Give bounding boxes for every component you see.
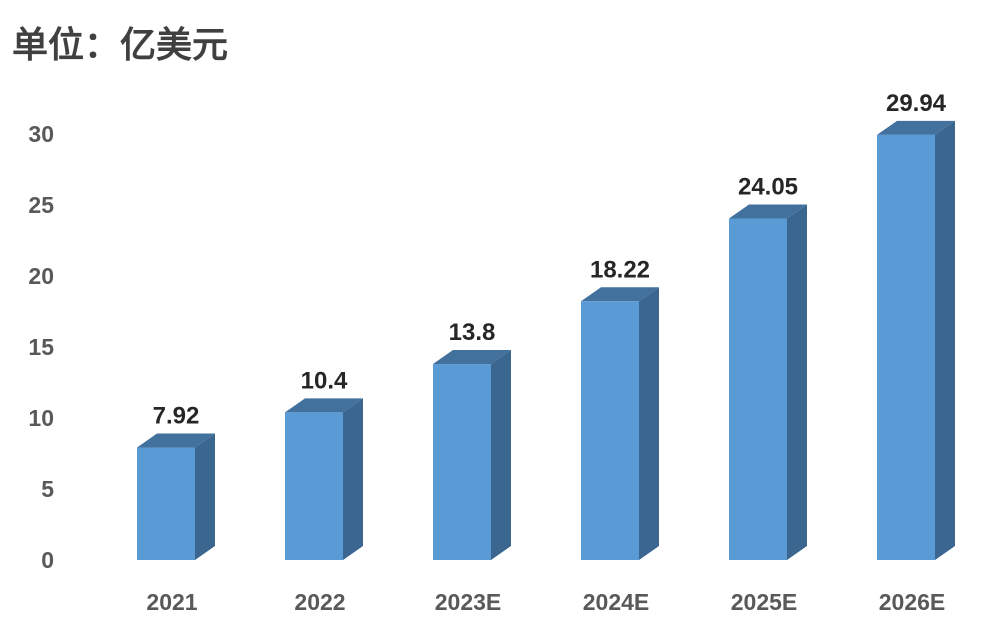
chart-unit-label: 单位：亿美元 — [12, 25, 229, 66]
bar-data-label: 24.05 — [738, 173, 798, 200]
x-tick-label: 2023E — [435, 589, 502, 615]
y-tick-label: 15 — [28, 334, 54, 360]
bar-side-face — [195, 433, 215, 560]
y-tick-label: 30 — [28, 121, 54, 147]
bar — [581, 301, 639, 560]
x-tick-label: 2026E — [879, 589, 946, 615]
bar-data-label: 7.92 — [153, 403, 200, 430]
x-tick-label: 2025E — [731, 589, 798, 615]
bar — [433, 364, 491, 560]
bar — [729, 218, 787, 561]
bar-top-face — [433, 350, 511, 365]
bar-top-face — [729, 204, 807, 219]
bar-data-label: 18.22 — [590, 256, 650, 283]
bar — [285, 412, 343, 560]
x-tick-label: 2024E — [583, 589, 650, 615]
bar-top-face — [877, 120, 955, 135]
y-tick-label: 10 — [28, 405, 54, 431]
bar — [877, 134, 935, 561]
y-tick-label: 5 — [41, 476, 54, 502]
bar-side-face — [639, 287, 659, 560]
bar-side-face — [787, 204, 807, 561]
bar-side-face — [491, 350, 511, 560]
bar-data-label: 29.94 — [886, 90, 947, 117]
bar-side-face — [343, 398, 363, 560]
bar-top-face — [137, 433, 215, 448]
x-tick-label: 2021 — [146, 589, 197, 615]
bar-top-face — [581, 287, 659, 302]
y-tick-label: 0 — [41, 547, 54, 573]
bar-data-label: 13.8 — [449, 319, 496, 346]
y-tick-label: 25 — [28, 192, 54, 218]
y-tick-label: 20 — [28, 263, 54, 289]
bar-data-label: 10.4 — [301, 367, 348, 394]
bar-top-face — [285, 398, 363, 413]
bar-side-face — [935, 120, 955, 561]
x-tick-label: 2022 — [294, 589, 345, 615]
bar — [137, 447, 195, 560]
